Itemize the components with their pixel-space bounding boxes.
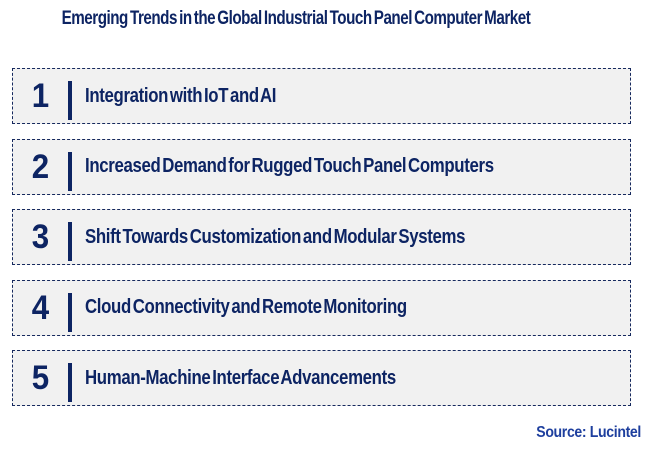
trend-number: 3 bbox=[31, 218, 50, 256]
trend-label: Cloud Connectivity and Remote Monitoring bbox=[85, 296, 407, 318]
trend-row-3: 3 Shift Towards Customization and Modula… bbox=[12, 209, 631, 265]
number-divider-bar bbox=[68, 363, 72, 402]
trend-row-4: 4 Cloud Connectivity and Remote Monitori… bbox=[12, 279, 631, 336]
trend-number: 2 bbox=[31, 147, 50, 186]
page-title-text: Emerging Trends in the Global Industrial… bbox=[61, 8, 531, 29]
source-credit: Source: Lucintel bbox=[536, 424, 641, 441]
trend-list: 1 Integration with IoT and AI 2 Increase… bbox=[12, 68, 631, 421]
trend-row-1: 1 Integration with IoT and AI bbox=[12, 68, 631, 124]
number-divider-bar bbox=[68, 292, 72, 332]
trend-row-5: 5 Human-Machine Interface Advancements bbox=[12, 350, 631, 406]
number-divider-bar bbox=[68, 222, 72, 261]
trend-number: 1 bbox=[31, 77, 50, 115]
trend-number: 4 bbox=[31, 288, 50, 327]
trend-number: 5 bbox=[31, 359, 50, 397]
number-divider-bar bbox=[68, 81, 72, 120]
trend-label: Shift Towards Customization and Modular … bbox=[85, 225, 466, 248]
trend-row-2: 2 Increased Demand for Rugged Touch Pane… bbox=[12, 138, 631, 195]
page-title: Emerging Trends in the Global Industrial… bbox=[0, 8, 592, 30]
trend-label: Increased Demand for Rugged Touch Panel … bbox=[85, 155, 494, 177]
trend-label: Integration with IoT and AI bbox=[85, 84, 277, 107]
number-divider-bar bbox=[68, 151, 72, 191]
trend-label: Human-Machine Interface Advancements bbox=[85, 366, 396, 389]
